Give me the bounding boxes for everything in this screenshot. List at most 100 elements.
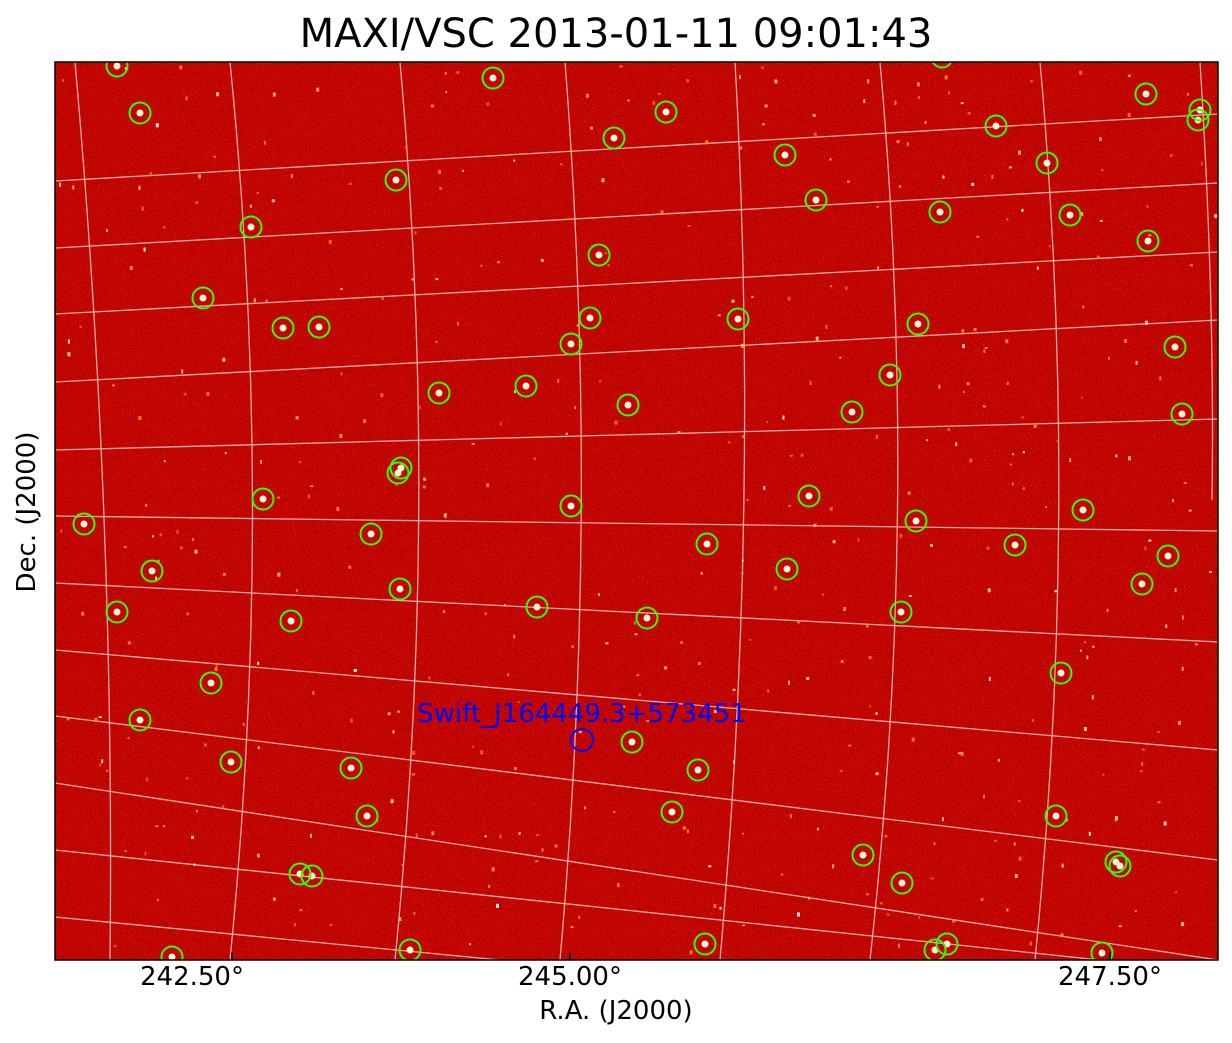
bright-pixel [687, 225, 691, 227]
bright-pixel [339, 434, 343, 438]
source-core [610, 134, 618, 142]
source-circle [1134, 82, 1158, 106]
bright-pixel [1182, 615, 1184, 620]
bright-pixel [782, 415, 785, 420]
bright-pixel [809, 380, 812, 385]
bright-pixel [1189, 264, 1193, 267]
bright-pixel [1170, 153, 1173, 157]
bright-pixel [991, 174, 994, 179]
bright-pixel [739, 75, 741, 80]
bright-pixel [1091, 695, 1094, 700]
bright-pixel [81, 611, 85, 616]
bright-pixel [664, 666, 668, 670]
bright-pixel [589, 126, 593, 130]
bright-pixel [413, 911, 416, 915]
bright-pixel [1106, 608, 1109, 612]
bright-pixel [471, 745, 474, 748]
bright-pixel [1006, 218, 1009, 221]
bright-pixel [430, 104, 434, 108]
source-circle [931, 62, 953, 69]
bright-pixel [857, 538, 860, 542]
source-circle [388, 577, 412, 601]
bright-pixel [423, 477, 427, 481]
bright-pixel [1012, 453, 1015, 456]
bright-pixel [435, 340, 438, 343]
bright-pixel [652, 101, 655, 105]
source-core [694, 766, 702, 774]
source-core [533, 603, 541, 611]
source-circle [300, 864, 324, 888]
bright-pixel [1145, 320, 1148, 325]
source-circle [804, 188, 828, 212]
bright-pixel [159, 533, 162, 537]
source-core [1011, 541, 1019, 549]
bright-pixel [1174, 588, 1177, 592]
bright-pixel [486, 483, 490, 488]
bright-pixel [265, 299, 268, 303]
bright-pixel [822, 593, 825, 596]
bright-pixel [411, 773, 415, 776]
bright-pixel [1181, 666, 1184, 671]
bright-pixel [348, 182, 352, 185]
bright-pixel [958, 752, 961, 755]
bright-pixel [271, 199, 275, 203]
bright-pixel [976, 235, 980, 238]
source-circle [481, 66, 505, 90]
source-circle [72, 512, 96, 536]
source-circle [427, 381, 451, 405]
bright-pixel [917, 96, 920, 99]
bright-pixel [719, 906, 722, 910]
bright-pixel [1013, 842, 1016, 846]
bright-pixel [138, 416, 142, 421]
source-core [367, 530, 375, 538]
source-core [80, 520, 88, 528]
source-core [1144, 237, 1152, 245]
coordinate-grid [55, 62, 1218, 960]
bright-pixel [123, 546, 127, 549]
bright-pixel [535, 860, 539, 863]
bright-pixel [98, 716, 102, 719]
bright-pixel [584, 806, 587, 810]
bright-pixel [746, 499, 749, 501]
bright-pixel [191, 835, 194, 839]
source-core [1164, 552, 1172, 560]
bright-pixel [1214, 214, 1218, 219]
bright-pixel [536, 834, 540, 837]
x-tick-marks [231, 952, 1111, 960]
bright-pixel [398, 917, 402, 922]
bright-pixel [605, 642, 609, 645]
bright-pixel [1115, 454, 1118, 458]
bright-pixel [144, 851, 147, 856]
bright-pixel [742, 435, 745, 438]
bright-pixel [540, 258, 544, 262]
bright-pixel [960, 751, 964, 756]
source-core [168, 953, 176, 960]
bright-pixel [257, 746, 260, 750]
bright-pixel [1209, 571, 1212, 573]
bright-pixel [930, 543, 933, 547]
bright-pixel [152, 535, 154, 538]
source-core [992, 122, 1000, 130]
bright-pixel [984, 347, 988, 349]
source-core [848, 408, 856, 416]
bright-pixel [390, 799, 394, 804]
bright-pixel [480, 750, 484, 755]
bright-pixel [1006, 908, 1009, 912]
bright-pixel [1079, 70, 1083, 75]
source-core [363, 812, 371, 820]
bright-pixel [397, 710, 400, 713]
bright-pixel [1135, 360, 1138, 365]
bright-pixel [163, 226, 166, 229]
source-core [897, 608, 905, 616]
bright-pixel [1083, 727, 1087, 731]
bright-pixel [1022, 451, 1025, 454]
bright-pixel [277, 572, 281, 577]
bright-pixel [143, 247, 146, 252]
bright-pixel [214, 667, 218, 672]
source-circle [587, 243, 611, 267]
bright-pixel [264, 140, 266, 145]
bright-pixel [865, 624, 869, 628]
source-core [227, 758, 235, 766]
source-circle [1058, 203, 1082, 227]
bright-pixel [249, 204, 252, 208]
